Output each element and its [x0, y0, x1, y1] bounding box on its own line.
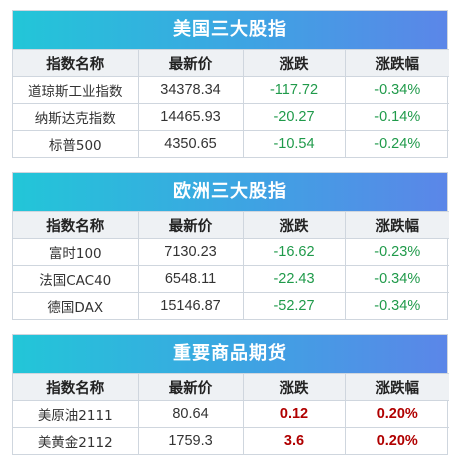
latest-price: 14465.93 [137, 103, 243, 131]
eu-indices-panel: 欧洲三大股指 指数名称 最新价 涨跌 涨跌幅 富时100 7130.23 -16… [12, 172, 449, 320]
header-index-name: 指数名称 [13, 373, 138, 401]
latest-price: 4350.65 [137, 130, 243, 157]
table-row: 德国DAX 15146.87 -52.27 -0.34% [13, 292, 449, 319]
table-row: 道琼斯工业指数 34378.34 -117.72 -0.34% [13, 76, 449, 104]
table-row: 美黄金2112 1759.3 3.6 0.20% [13, 427, 449, 454]
index-name: 富时100 [13, 238, 138, 266]
index-name: 道琼斯工业指数 [13, 76, 138, 104]
latest-price: 1759.3 [137, 427, 243, 454]
header-change: 涨跌 [242, 373, 345, 401]
table-row: 美原油2111 80.64 0.12 0.20% [13, 400, 449, 428]
table-header-row: 指数名称 最新价 涨跌 涨跌幅 [13, 49, 449, 77]
table-row: 标普500 4350.65 -10.54 -0.24% [13, 130, 449, 157]
latest-price: 7130.23 [137, 238, 243, 266]
panel-title: 美国三大股指 [13, 11, 447, 49]
table-header-row: 指数名称 最新价 涨跌 涨跌幅 [13, 211, 449, 239]
header-index-name: 指数名称 [13, 49, 138, 77]
table-row: 富时100 7130.23 -16.62 -0.23% [13, 238, 449, 266]
latest-price: 15146.87 [137, 292, 243, 319]
index-name: 美黄金2112 [13, 427, 138, 454]
header-change: 涨跌 [242, 49, 345, 77]
index-name: 纳斯达克指数 [13, 103, 138, 131]
header-index-name: 指数名称 [13, 211, 138, 239]
table-row: 法国CAC40 6548.11 -22.43 -0.34% [13, 265, 449, 293]
index-name: 德国DAX [13, 292, 138, 319]
commodity-futures-panel: 重要商品期货 指数名称 最新价 涨跌 涨跌幅 美原油2111 80.64 0.1… [12, 334, 449, 455]
panel-title: 欧洲三大股指 [13, 173, 447, 211]
change-value: -20.27 [242, 103, 345, 131]
commodity-futures-table: 指数名称 最新价 涨跌 涨跌幅 美原油2111 80.64 0.12 0.20%… [13, 373, 449, 454]
index-name: 美原油2111 [13, 400, 138, 428]
change-pct: -0.23% [344, 238, 449, 266]
change-value: -16.62 [242, 238, 345, 266]
latest-price: 34378.34 [137, 76, 243, 104]
index-name: 法国CAC40 [13, 265, 138, 293]
table-row: 纳斯达克指数 14465.93 -20.27 -0.14% [13, 103, 449, 131]
change-value: -22.43 [242, 265, 345, 293]
latest-price: 80.64 [137, 400, 243, 428]
us-indices-panel: 美国三大股指 指数名称 最新价 涨跌 涨跌幅 道琼斯工业指数 34378.34 … [12, 10, 449, 158]
header-change: 涨跌 [242, 211, 345, 239]
header-latest-price: 最新价 [137, 49, 243, 77]
change-pct: 0.20% [344, 400, 449, 428]
change-value: -117.72 [242, 76, 345, 104]
change-pct: 0.20% [344, 427, 449, 454]
header-change-pct: 涨跌幅 [344, 211, 449, 239]
table-header-row: 指数名称 最新价 涨跌 涨跌幅 [13, 373, 449, 401]
header-latest-price: 最新价 [137, 373, 243, 401]
change-value: -10.54 [242, 130, 345, 157]
index-name: 标普500 [13, 130, 138, 157]
header-change-pct: 涨跌幅 [344, 373, 449, 401]
change-pct: -0.14% [344, 103, 449, 131]
header-change-pct: 涨跌幅 [344, 49, 449, 77]
change-value: 3.6 [242, 427, 345, 454]
change-pct: -0.24% [344, 130, 449, 157]
change-pct: -0.34% [344, 292, 449, 319]
latest-price: 6548.11 [137, 265, 243, 293]
header-latest-price: 最新价 [137, 211, 243, 239]
eu-indices-table: 指数名称 最新价 涨跌 涨跌幅 富时100 7130.23 -16.62 -0.… [13, 211, 449, 319]
change-value: -52.27 [242, 292, 345, 319]
change-pct: -0.34% [344, 76, 449, 104]
change-pct: -0.34% [344, 265, 449, 293]
change-value: 0.12 [242, 400, 345, 428]
panel-title: 重要商品期货 [13, 335, 447, 373]
us-indices-table: 指数名称 最新价 涨跌 涨跌幅 道琼斯工业指数 34378.34 -117.72… [13, 49, 449, 157]
